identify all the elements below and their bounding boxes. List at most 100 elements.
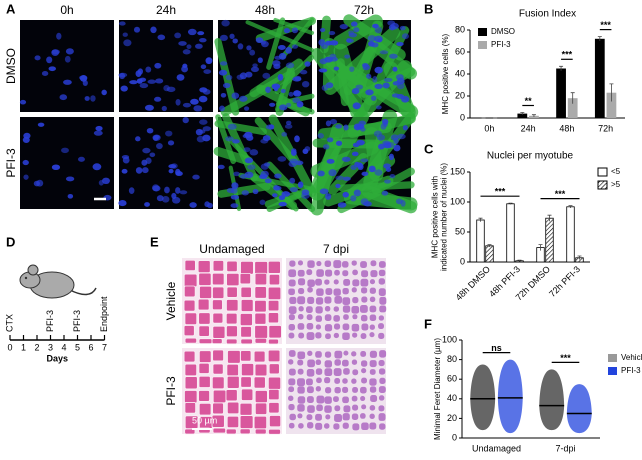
fiber xyxy=(324,279,330,285)
fiber xyxy=(306,396,314,404)
fiber xyxy=(370,270,378,278)
nucleus xyxy=(22,136,30,144)
x-tick-label: 24h xyxy=(521,123,536,133)
fiber xyxy=(315,297,324,305)
nucleus xyxy=(157,34,166,41)
fiber xyxy=(307,422,314,429)
fiber xyxy=(342,261,349,268)
fiber xyxy=(254,286,267,299)
fiber xyxy=(288,279,296,287)
fiber xyxy=(342,386,349,393)
legend-label: PFI-3 xyxy=(621,366,641,375)
bar xyxy=(594,38,605,118)
nucleus xyxy=(122,32,128,37)
panel-label: D xyxy=(6,234,15,249)
y-tick-label: 60 xyxy=(447,374,457,384)
nucleus xyxy=(161,196,170,203)
fiber xyxy=(297,368,304,375)
nucleus xyxy=(389,53,398,59)
nucleus xyxy=(257,57,263,64)
nucleus xyxy=(199,37,207,43)
nucleus xyxy=(277,73,284,81)
y-tick-label: 80 xyxy=(455,24,465,34)
nucleus xyxy=(182,49,191,55)
fiber xyxy=(325,414,331,420)
y-tick-label: 100 xyxy=(442,334,457,344)
nucleus xyxy=(360,127,366,132)
fiber xyxy=(298,423,304,429)
nucleus xyxy=(230,203,239,208)
nucleus xyxy=(393,144,401,152)
fiber xyxy=(306,378,313,386)
fiber xyxy=(361,368,367,374)
fiber xyxy=(254,428,267,435)
fiber xyxy=(316,288,324,296)
nucleus xyxy=(119,21,126,26)
fiber xyxy=(306,323,314,330)
significance-label: *** xyxy=(600,20,611,30)
nucleus xyxy=(261,40,269,48)
fiber xyxy=(379,423,386,430)
nucleus xyxy=(269,102,276,107)
fiber xyxy=(369,369,376,375)
error-bar xyxy=(538,244,543,251)
fiber xyxy=(352,279,360,287)
fiber xyxy=(351,413,359,420)
nucleus xyxy=(152,134,161,141)
nucleus xyxy=(288,160,298,167)
nucleus xyxy=(241,190,249,196)
fiber xyxy=(333,396,339,403)
fiber xyxy=(342,305,351,313)
nucleus xyxy=(368,40,375,47)
fiber xyxy=(307,287,313,293)
nucleus xyxy=(79,74,88,82)
error-bar xyxy=(478,217,483,222)
nucleus xyxy=(48,66,56,72)
fiber xyxy=(306,369,315,377)
nucleus xyxy=(65,48,74,55)
fiber xyxy=(227,350,241,364)
fiber xyxy=(370,395,378,403)
histology xyxy=(286,348,387,434)
nucleus xyxy=(382,82,390,89)
nucleus xyxy=(326,158,335,164)
nucleus xyxy=(382,118,389,125)
fiber xyxy=(333,368,342,377)
y-axis-label: MHC positive cells with xyxy=(431,176,440,258)
fiber xyxy=(352,332,358,338)
histology xyxy=(182,258,282,345)
fiber xyxy=(351,351,357,357)
fiber xyxy=(333,260,342,269)
fiber xyxy=(378,261,386,268)
nucleus xyxy=(165,130,173,137)
fiber xyxy=(253,415,268,430)
fiber xyxy=(307,296,315,304)
bar xyxy=(556,68,566,118)
micrograph-bg xyxy=(20,20,114,112)
fiber xyxy=(197,298,210,311)
nucleus xyxy=(374,66,383,74)
fiber xyxy=(378,368,386,375)
dot-cloud xyxy=(539,369,565,431)
fiber xyxy=(253,376,266,389)
nucleus xyxy=(219,105,225,112)
nucleus xyxy=(133,26,141,33)
error-bar xyxy=(547,214,552,222)
fiber xyxy=(361,270,369,278)
fiber xyxy=(379,350,387,358)
nucleus xyxy=(37,122,45,127)
nucleus xyxy=(123,39,132,47)
fiber xyxy=(333,323,341,330)
nucleus xyxy=(273,63,281,69)
nucleus xyxy=(178,41,187,46)
fiber xyxy=(378,278,386,285)
nucleus xyxy=(375,105,382,110)
chart-title: Nuclei per myotube xyxy=(487,151,574,162)
nucleus xyxy=(262,135,271,142)
fiber xyxy=(315,359,322,366)
nucleus xyxy=(397,133,406,140)
fiber xyxy=(324,368,333,377)
fiber xyxy=(198,272,212,286)
nucleus xyxy=(227,123,237,130)
nucleus xyxy=(144,202,150,207)
